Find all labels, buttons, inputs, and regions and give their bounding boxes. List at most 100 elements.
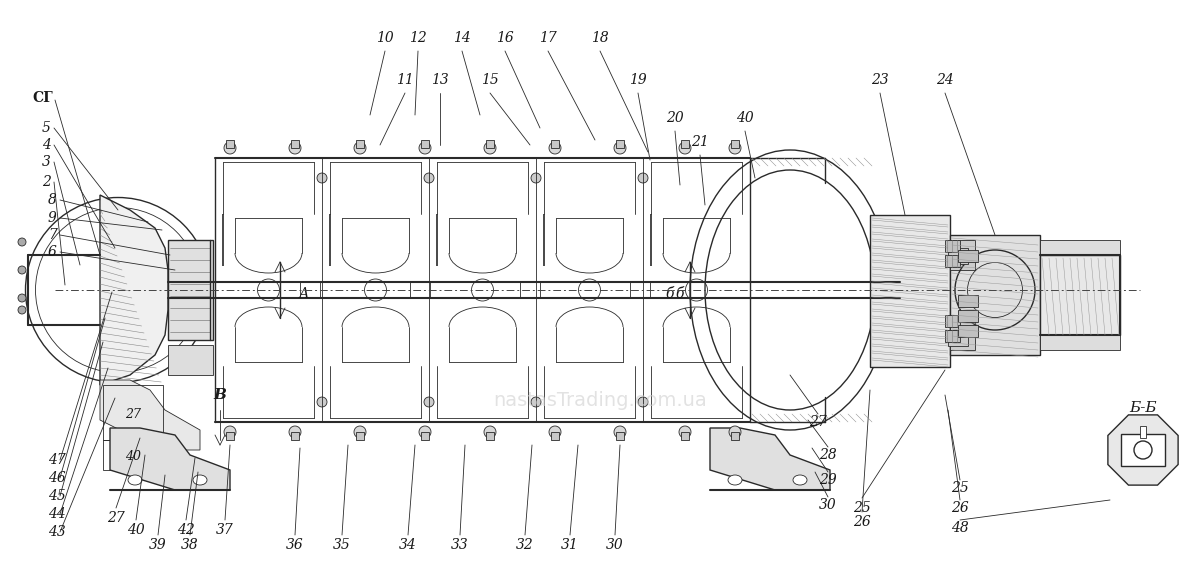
Ellipse shape — [193, 475, 208, 485]
Ellipse shape — [638, 173, 648, 183]
Bar — [356, 140, 364, 148]
Text: 25: 25 — [853, 501, 871, 515]
Text: 29: 29 — [820, 473, 836, 487]
Bar — [682, 432, 689, 440]
Text: 9: 9 — [48, 211, 56, 225]
Text: 30: 30 — [820, 498, 836, 512]
Bar — [1040, 255, 1120, 335]
Bar — [731, 140, 739, 148]
Ellipse shape — [18, 266, 26, 274]
Text: 44: 44 — [48, 507, 66, 521]
Bar — [946, 330, 960, 342]
Bar — [103, 385, 163, 440]
Text: СГ: СГ — [32, 91, 53, 105]
Text: 23: 23 — [871, 73, 889, 87]
Bar — [950, 235, 1040, 355]
Bar — [950, 320, 976, 350]
Text: 11: 11 — [396, 73, 414, 87]
Bar — [870, 215, 950, 367]
Bar — [630, 282, 650, 298]
Text: 4: 4 — [42, 138, 50, 152]
Bar — [958, 310, 978, 322]
Text: 48: 48 — [952, 521, 968, 535]
Text: 8: 8 — [48, 193, 56, 207]
Text: 43: 43 — [48, 525, 66, 539]
Bar — [950, 240, 976, 270]
Text: 20: 20 — [666, 111, 684, 125]
Bar — [292, 432, 299, 440]
Bar — [103, 440, 163, 470]
Bar — [168, 240, 214, 340]
Text: 46: 46 — [48, 471, 66, 485]
Ellipse shape — [550, 426, 562, 438]
Ellipse shape — [730, 426, 742, 438]
Ellipse shape — [317, 173, 328, 183]
Ellipse shape — [728, 475, 742, 485]
Text: 7: 7 — [48, 228, 56, 242]
Text: 47: 47 — [48, 453, 66, 467]
Ellipse shape — [18, 238, 26, 246]
Text: 15: 15 — [481, 73, 499, 87]
Ellipse shape — [679, 142, 691, 154]
Ellipse shape — [18, 306, 26, 314]
Text: 10: 10 — [376, 31, 394, 45]
Ellipse shape — [224, 142, 236, 154]
Text: 17: 17 — [539, 31, 557, 45]
Bar — [946, 255, 960, 267]
Text: 38: 38 — [181, 538, 199, 552]
Bar — [421, 432, 430, 440]
Text: 5: 5 — [42, 121, 50, 135]
Ellipse shape — [289, 142, 301, 154]
Ellipse shape — [793, 475, 808, 485]
Text: 18: 18 — [592, 31, 608, 45]
Text: б: б — [676, 287, 684, 301]
Text: б: б — [666, 287, 674, 301]
Text: 25: 25 — [952, 481, 968, 495]
Polygon shape — [100, 380, 200, 450]
Ellipse shape — [424, 397, 434, 407]
Polygon shape — [110, 428, 230, 490]
Text: 16: 16 — [496, 31, 514, 45]
Text: 35: 35 — [334, 538, 350, 552]
Text: 45: 45 — [48, 489, 66, 503]
Ellipse shape — [532, 173, 541, 183]
Text: 42: 42 — [178, 523, 194, 537]
Text: 30: 30 — [606, 538, 624, 552]
Text: 2: 2 — [42, 175, 50, 189]
Text: Б-Б: Б-Б — [1129, 401, 1157, 415]
Bar — [300, 282, 320, 298]
Ellipse shape — [419, 426, 431, 438]
Text: 3: 3 — [42, 155, 50, 169]
Polygon shape — [100, 195, 168, 385]
Ellipse shape — [532, 397, 541, 407]
Ellipse shape — [484, 426, 496, 438]
Bar — [1121, 434, 1165, 466]
Text: 27: 27 — [107, 511, 125, 525]
Ellipse shape — [550, 142, 562, 154]
Ellipse shape — [128, 475, 142, 485]
Bar — [410, 282, 430, 298]
Bar — [226, 432, 234, 440]
Ellipse shape — [18, 294, 26, 302]
Bar — [682, 140, 689, 148]
Bar — [1040, 335, 1120, 350]
Text: 21: 21 — [691, 135, 709, 149]
Bar — [1040, 240, 1120, 255]
Ellipse shape — [484, 142, 496, 154]
Ellipse shape — [354, 426, 366, 438]
Text: 40: 40 — [125, 450, 142, 464]
Bar — [958, 250, 978, 262]
Text: 12: 12 — [409, 31, 427, 45]
Text: 36: 36 — [286, 538, 304, 552]
Bar — [551, 140, 559, 148]
Bar — [946, 315, 960, 327]
Text: 33: 33 — [451, 538, 469, 552]
Text: 40: 40 — [127, 523, 145, 537]
Text: 32: 32 — [516, 538, 534, 552]
Bar — [1140, 426, 1146, 438]
Text: 13: 13 — [431, 73, 449, 87]
Text: В: В — [214, 388, 227, 402]
Text: 31: 31 — [562, 538, 578, 552]
Text: 37: 37 — [216, 523, 234, 537]
Ellipse shape — [289, 426, 301, 438]
